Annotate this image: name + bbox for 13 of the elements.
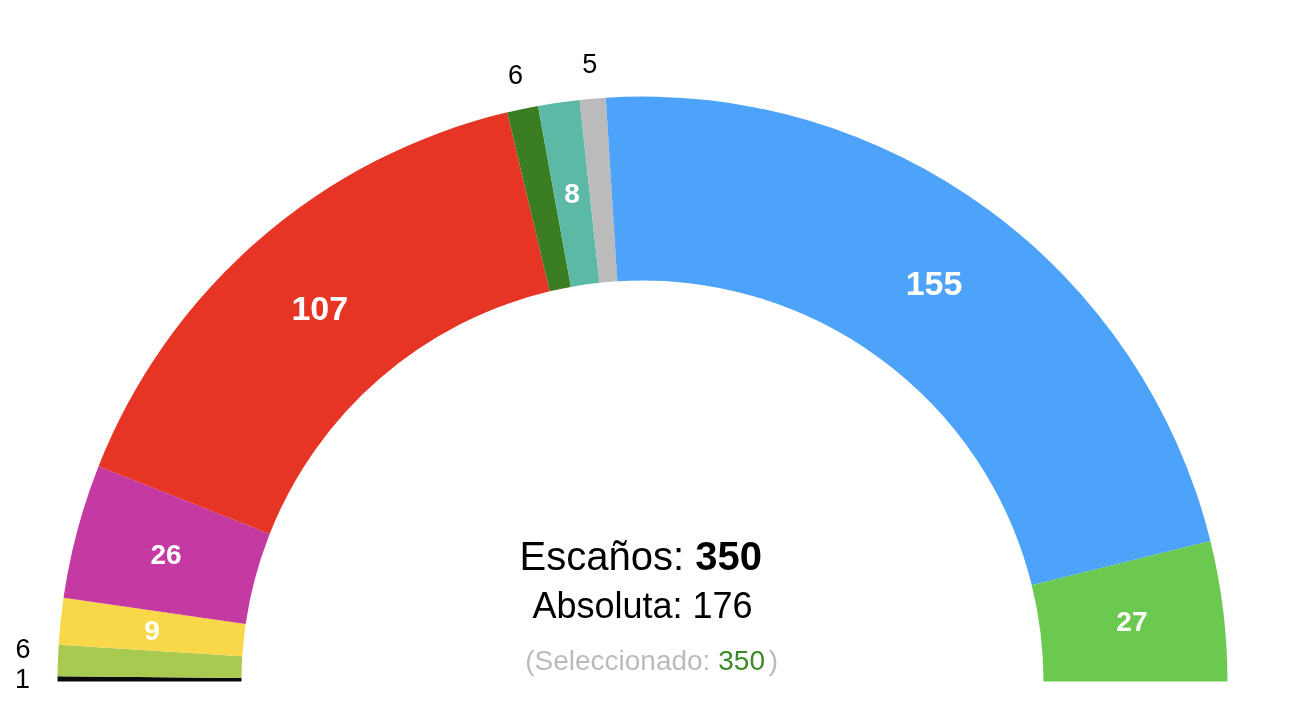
data-label: 1	[15, 664, 31, 695]
data-label: 5	[582, 49, 598, 80]
text: Absoluta: 176	[532, 585, 753, 626]
data-label: 8	[564, 178, 580, 210]
text: (Seleccionado: 350)	[525, 645, 778, 676]
text: Escaños: 350	[519, 533, 763, 578]
data-label: 107	[291, 289, 349, 328]
data-label: 6	[507, 60, 523, 91]
data-label: 6	[15, 634, 31, 665]
data-label: 9	[144, 615, 160, 647]
data-label: 27	[1116, 606, 1148, 638]
data-label: 26	[150, 539, 182, 571]
data-label: 155	[905, 264, 963, 303]
